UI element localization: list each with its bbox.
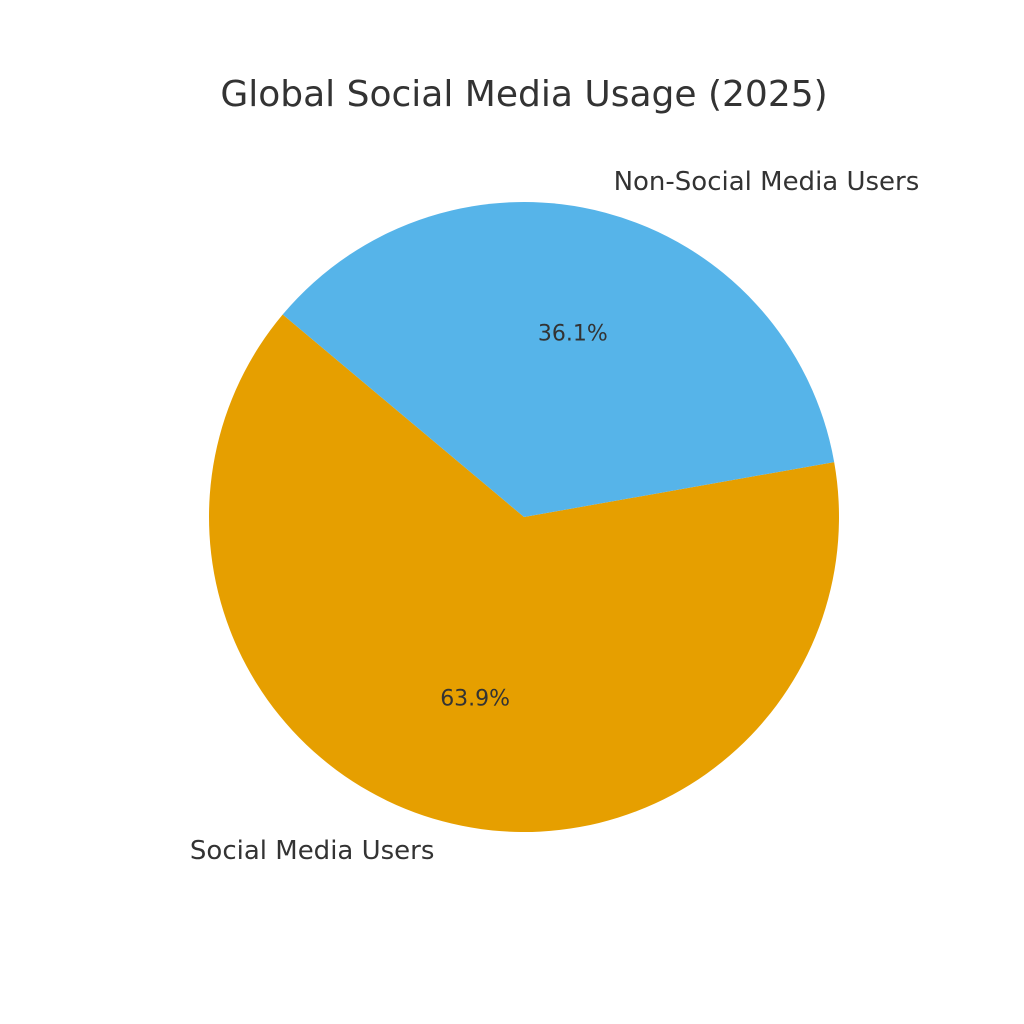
pie-slice xyxy=(282,201,835,517)
pie-slice xyxy=(209,314,839,832)
slice-label: Social Media Users xyxy=(190,836,435,866)
chart-title: Global Social Media Usage (2025) xyxy=(220,74,827,115)
percent-label: 63.9% xyxy=(440,687,510,712)
percent-label: 36.1% xyxy=(538,321,608,346)
slice-label: Non-Social Media Users xyxy=(614,167,920,197)
